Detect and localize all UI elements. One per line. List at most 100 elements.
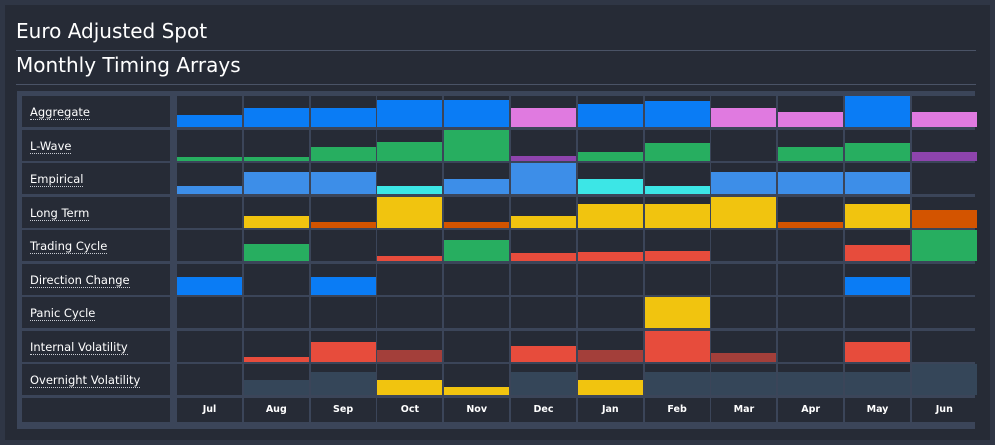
timing-cell <box>911 364 977 395</box>
timing-bar <box>377 379 443 395</box>
timing-bar <box>778 147 844 161</box>
timing-cell <box>444 364 510 395</box>
timing-cell <box>243 96 309 127</box>
timing-cell <box>310 263 376 295</box>
timing-cell <box>243 230 309 261</box>
timing-bar <box>845 371 910 395</box>
timing-bar <box>310 371 376 395</box>
timing-cell <box>911 230 977 261</box>
timing-cell <box>310 163 376 194</box>
timing-cell <box>177 163 242 194</box>
month-label: Apr <box>778 397 844 422</box>
timing-bar <box>310 221 376 228</box>
timing-bar <box>577 379 643 395</box>
timing-cell <box>711 163 777 194</box>
timing-cell <box>644 163 710 194</box>
timing-cell <box>377 163 443 194</box>
timing-cell <box>778 263 844 295</box>
row-label[interactable]: Long Term <box>22 196 170 228</box>
timing-bar <box>177 115 242 127</box>
timing-bar <box>911 209 977 228</box>
timing-cell <box>911 297 977 328</box>
month-label: Feb <box>644 397 710 422</box>
row-label[interactable]: Direction Change <box>22 263 170 295</box>
timing-cell <box>644 297 710 328</box>
row-label[interactable]: Trading Cycle <box>22 230 170 261</box>
timing-cell <box>845 297 910 328</box>
timing-cell <box>845 330 910 362</box>
timing-bar <box>845 171 910 194</box>
timing-bar <box>845 142 910 161</box>
timing-bar <box>310 107 376 127</box>
timing-bar <box>644 371 710 395</box>
timing-cell <box>444 96 510 127</box>
timing-bar <box>511 155 576 161</box>
timing-cell <box>444 196 510 228</box>
month-label: Mar <box>711 397 777 422</box>
timing-cell <box>511 163 576 194</box>
timing-cell <box>911 129 977 161</box>
timing-cell <box>377 330 443 362</box>
timing-cell <box>911 263 977 295</box>
timing-bar <box>377 141 443 161</box>
timing-cell <box>577 263 643 295</box>
timing-bar <box>711 171 777 194</box>
timing-cell <box>444 330 510 362</box>
timing-cell <box>711 263 777 295</box>
timing-cell <box>177 196 242 228</box>
timing-cell <box>577 96 643 127</box>
timing-bar <box>778 171 844 194</box>
row-label[interactable]: L-Wave <box>22 129 170 161</box>
timing-cell <box>778 364 844 395</box>
timing-bar <box>444 387 510 395</box>
timing-cell <box>177 96 242 127</box>
row-label[interactable]: Panic Cycle <box>22 297 170 328</box>
month-label: Jun <box>911 397 977 422</box>
timing-cell <box>711 230 777 261</box>
timing-bar <box>310 146 376 161</box>
timing-cell <box>911 163 977 194</box>
row-label-text: Internal Volatility <box>30 339 128 355</box>
row-label-text: Long Term <box>30 205 90 221</box>
timing-bar <box>310 171 376 194</box>
timing-bar <box>911 364 977 395</box>
timing-bar <box>644 142 710 161</box>
row-label[interactable]: Empirical <box>22 163 170 194</box>
timing-cell <box>444 129 510 161</box>
row-label-text: Empirical <box>30 172 84 187</box>
row-label[interactable]: Overnight Volatility <box>22 364 170 395</box>
timing-bar <box>577 103 643 127</box>
timing-cell <box>778 330 844 362</box>
timing-cell <box>310 230 376 261</box>
timing-cell <box>644 364 710 395</box>
timing-bar <box>778 371 844 395</box>
timing-bar <box>377 99 443 127</box>
timing-bar <box>177 156 242 161</box>
timing-bar <box>911 152 977 161</box>
timing-cell <box>845 129 910 161</box>
timing-array-grid: Aggregate L-Wave Empirical Long Term Trading… <box>17 91 977 429</box>
timing-cell <box>177 129 242 161</box>
row-label[interactable]: Aggregate <box>22 96 170 127</box>
timing-cell <box>778 297 844 328</box>
timing-cell <box>243 129 309 161</box>
timing-cell <box>778 230 844 261</box>
timing-cell <box>377 96 443 127</box>
timing-cell <box>577 129 643 161</box>
row-label[interactable]: Internal Volatility <box>22 330 170 362</box>
timing-cell <box>711 364 777 395</box>
timing-cell <box>310 330 376 362</box>
timing-cell <box>310 196 376 228</box>
row-label-text: L-Wave <box>30 138 72 154</box>
timing-cell <box>778 163 844 194</box>
timing-cell <box>577 364 643 395</box>
timing-cell <box>711 196 777 228</box>
timing-cell <box>310 364 376 395</box>
row-label-text: Aggregate <box>30 105 90 120</box>
timing-cell <box>845 163 910 194</box>
timing-bar <box>243 171 309 194</box>
timing-cell <box>444 163 510 194</box>
timing-bar <box>711 353 777 362</box>
timing-bar <box>444 221 510 228</box>
timing-bar <box>444 129 510 161</box>
